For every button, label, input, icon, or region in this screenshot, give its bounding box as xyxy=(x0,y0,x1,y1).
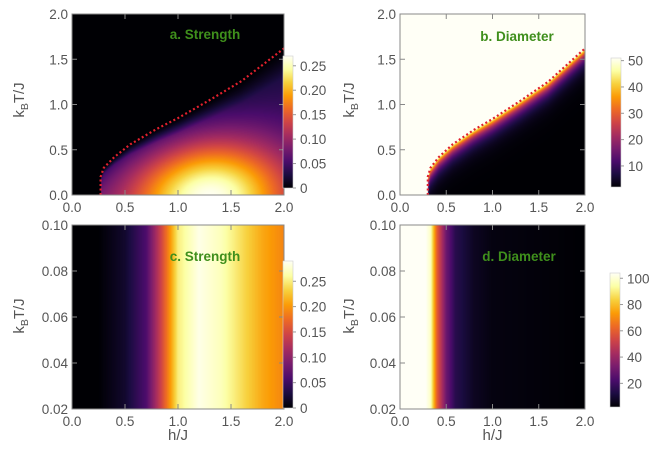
y-tick-label: 0.5 xyxy=(377,143,396,158)
y-tick-label: 0.02 xyxy=(370,402,396,417)
colorbar-tick-label: 0.20 xyxy=(300,83,326,98)
colorbar-tick-label: 10 xyxy=(628,159,643,174)
y-axis-label-b: kBT/J xyxy=(341,82,361,117)
x-tick-label: 1.0 xyxy=(483,414,502,429)
colorbar-tick-label: 100 xyxy=(627,271,650,286)
colorbar-tick-label: 0.25 xyxy=(300,274,326,289)
x-tick-label: 1.0 xyxy=(169,414,188,429)
x-tick-label: 0.0 xyxy=(391,200,410,215)
y-tick-label: 1.5 xyxy=(377,52,396,67)
x-axis-label-d: h/J xyxy=(482,427,502,444)
heatmap-b xyxy=(400,14,585,195)
y-tick-label: 2.0 xyxy=(377,7,396,22)
colorbar-b xyxy=(610,57,622,188)
y-tick-label: 0.10 xyxy=(370,218,396,233)
x-tick-label: 0.5 xyxy=(437,200,456,215)
colorbar-tick-label: 0.10 xyxy=(300,350,326,365)
colorbar-tick-label: 0.10 xyxy=(300,132,326,147)
y-tick-label: 2.0 xyxy=(49,7,68,22)
x-tick-label: 0.5 xyxy=(437,414,456,429)
x-tick-label: 1.5 xyxy=(222,414,241,429)
y-axis-label-a: kBT/J xyxy=(11,82,31,117)
colorbar-tick-label: 0.15 xyxy=(300,108,326,123)
x-tick-label: 1.5 xyxy=(222,200,241,215)
panel-title-a: a. Strength xyxy=(170,27,241,42)
panel-title-c: c. Strength xyxy=(170,249,241,264)
panel-title-d: d. Diameter xyxy=(482,249,556,264)
x-tick-label: 0.5 xyxy=(116,414,135,429)
colorbar-tick-label: 80 xyxy=(627,298,642,313)
colorbar-tick-label: 20 xyxy=(627,376,642,391)
x-tick-label: 0.0 xyxy=(63,414,82,429)
y-tick-label: 0.08 xyxy=(370,264,396,279)
panel-b: 0.0 0.5 1.0 1.5 2.0 0.0 0.5 1.0 1.5 2.0 b. Diamete… xyxy=(341,7,643,215)
y-tick-label: 0.06 xyxy=(370,310,396,325)
colorbar-tick-label: 0.15 xyxy=(300,325,326,340)
y-tick-label: 1.5 xyxy=(49,52,68,67)
x-tick-label: 1.0 xyxy=(483,200,502,215)
colorbar-tick-label: 0 xyxy=(300,401,308,416)
colorbar-tick-label: 40 xyxy=(628,80,643,95)
x-tick-label: 0.5 xyxy=(116,200,135,215)
y-axis-label-c: kBT/J xyxy=(11,298,31,333)
y-tick-label: 0.04 xyxy=(370,356,397,371)
colorbar-tick-label: 0.20 xyxy=(300,300,326,315)
y-tick-label: 0.10 xyxy=(42,218,68,233)
x-axis-label-c: h/J xyxy=(168,427,188,444)
boundary-line-a xyxy=(99,47,285,195)
x-tick-label: 0.0 xyxy=(391,414,410,429)
colorbar-tick-label: 60 xyxy=(627,324,642,339)
colorbar-d xyxy=(609,272,621,408)
colorbar-tick-label: 50 xyxy=(628,54,643,69)
y-axis-label-d: kBT/J xyxy=(341,298,361,333)
panel-d: 0.0 0.5 1.0 1.5 2.0 0.02 0.04 0.06 0.08 0.10 d. Di… xyxy=(341,218,650,444)
y-tick-label: 0.06 xyxy=(42,310,68,325)
boundary-line-b xyxy=(426,47,586,195)
y-tick-label: 0.5 xyxy=(49,143,68,158)
colorbar-tick-label: 20 xyxy=(628,133,643,148)
x-tick-label: 2.0 xyxy=(576,414,595,429)
y-tick-label: 1.0 xyxy=(49,98,68,113)
colorbar-tick-label: 30 xyxy=(628,106,643,121)
x-tick-label: 2.0 xyxy=(576,200,595,215)
x-tick-label: 1.0 xyxy=(169,200,188,215)
y-tick-label: 0.04 xyxy=(42,356,69,371)
x-tick-label: 1.5 xyxy=(529,414,548,429)
panel-c: 0.0 0.5 1.0 1.5 2.0 0.02 0.04 0.06 0.08 0.10 c. St… xyxy=(11,218,326,444)
x-tick-label: 2.0 xyxy=(275,200,294,215)
heatmap-c xyxy=(72,225,284,409)
colorbar-tick-label: 0.05 xyxy=(300,376,326,391)
x-tick-label: 1.5 xyxy=(529,200,548,215)
colorbar-a xyxy=(282,55,294,189)
panel-a: 0.0 0.5 1.0 1.5 2.0 0.0 0.5 1.0 1.5 2.0 a. Strengt… xyxy=(11,7,326,215)
y-tick-label: 0.0 xyxy=(49,188,68,203)
panel-title-b: b. Diameter xyxy=(480,29,554,44)
y-tick-label: 0.0 xyxy=(377,188,396,203)
y-tick-label: 0.08 xyxy=(42,264,68,279)
x-tick-label: 0.0 xyxy=(63,200,82,215)
colorbar-tick-label: 0 xyxy=(300,181,308,196)
x-tick-label: 2.0 xyxy=(275,414,294,429)
y-tick-label: 1.0 xyxy=(377,98,396,113)
colorbar-tick-label: 0.25 xyxy=(300,59,326,74)
heatmap-d xyxy=(400,225,585,409)
colorbar-tick-label: 0.05 xyxy=(300,157,326,172)
y-tick-label: 0.02 xyxy=(42,402,68,417)
colorbar-c xyxy=(282,260,294,409)
colorbar-tick-label: 40 xyxy=(627,350,642,365)
